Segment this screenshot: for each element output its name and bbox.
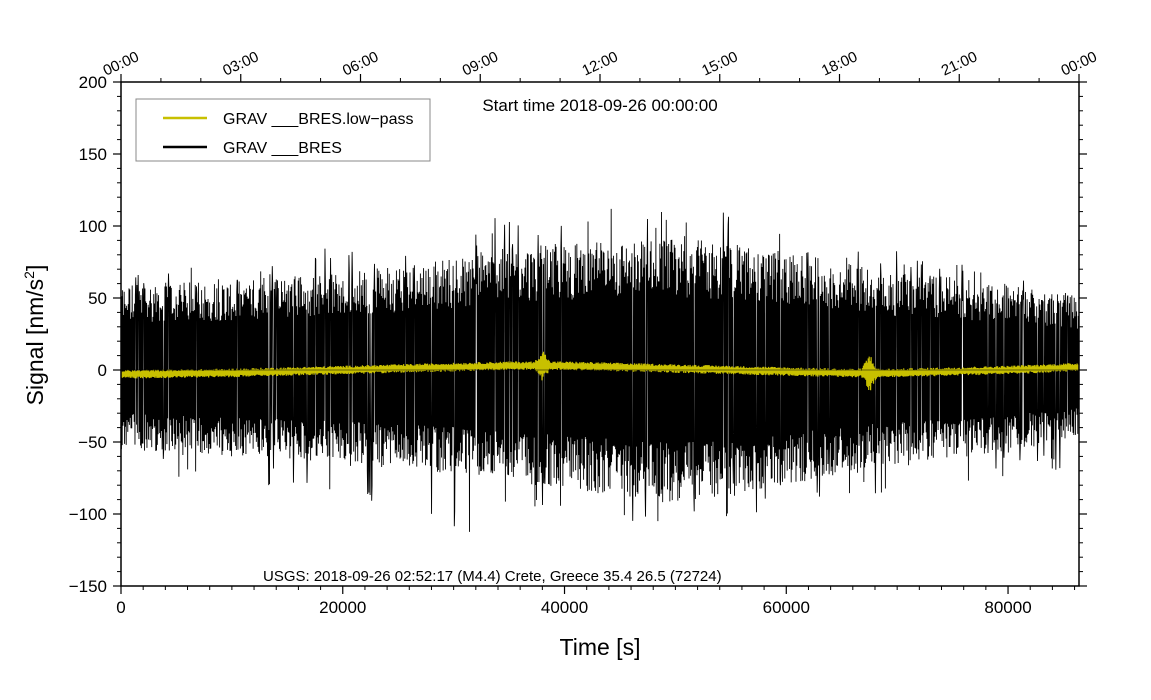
legend-label-low-pass: GRAV ___BRES.low−pass <box>223 111 413 128</box>
subtitle: Start time 2018-09-26 00:00:00 <box>482 96 717 115</box>
y-tick-label: −150 <box>69 577 107 596</box>
y-tick-label: 50 <box>88 289 107 308</box>
series-raw-signal <box>120 208 1080 532</box>
x-axis-title: Time [s] <box>560 634 641 660</box>
y-tick-label: 100 <box>79 217 107 236</box>
axis-ticks <box>113 74 1087 594</box>
low-pass-signal-line <box>120 351 1080 391</box>
x-tick-label: 20000 <box>319 598 366 617</box>
x-tick-labels: 0 20000 40000 60000 80000 <box>116 598 1031 617</box>
raw-signal-line <box>120 208 1080 532</box>
y-tick-labels: 200 150 100 50 0 −50 −100 −150 <box>69 73 107 596</box>
plot-area <box>120 208 1080 532</box>
x-tick-label: 80000 <box>984 598 1031 617</box>
y-tick-label: 0 <box>98 361 107 380</box>
y-tick-label: −100 <box>69 505 107 524</box>
y-axis-title: Signal [nm/s2] <box>21 265 48 406</box>
x-tick-label: 60000 <box>763 598 810 617</box>
legend-label-raw: GRAV ___BRES <box>223 140 342 157</box>
legend: GRAV ___BRES.low−pass GRAV ___BRES <box>135 98 431 162</box>
y-tick-label: 150 <box>79 145 107 164</box>
x-tick-label: 0 <box>116 598 125 617</box>
event-annotation: USGS: 2018-09-26 02:52:17 (M4.4) Crete, … <box>263 568 722 585</box>
series-low-pass-signal <box>120 351 1080 391</box>
y-tick-label: 200 <box>79 73 107 92</box>
y-tick-label: −50 <box>78 433 107 452</box>
x-tick-label: 40000 <box>541 598 588 617</box>
legend-box <box>135 98 431 162</box>
